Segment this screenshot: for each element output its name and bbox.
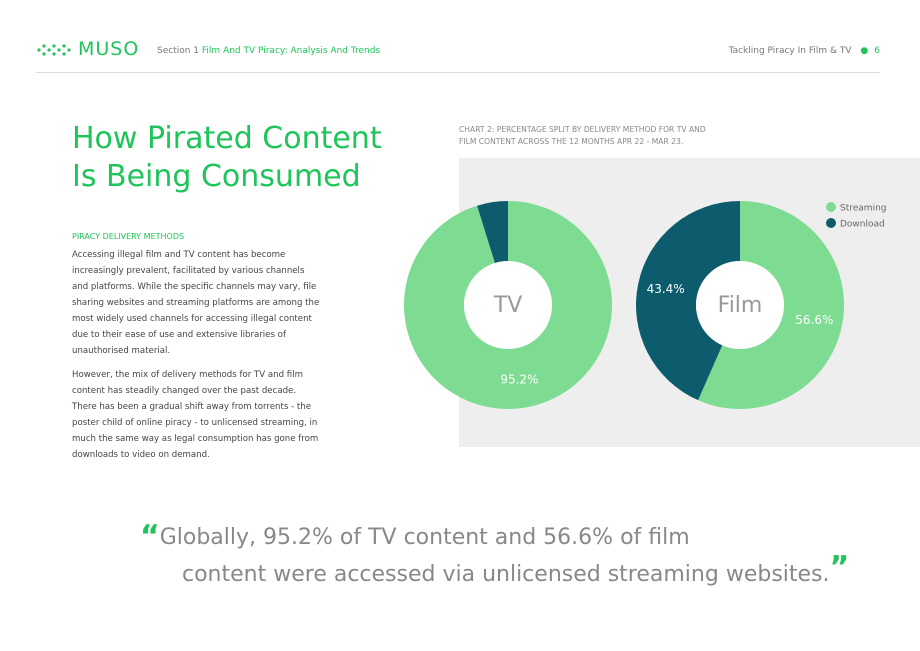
donut-slice [403, 201, 612, 409]
doc-title-text: Tackling Piracy In Film & TV [728, 46, 852, 56]
legend-label: Download [840, 220, 885, 230]
header-rule [36, 72, 880, 73]
logo: MUSO [78, 38, 140, 60]
heading-line: How Pirated Content [72, 121, 382, 156]
section-number: Section 1 [157, 46, 200, 56]
donut-slice [636, 201, 740, 401]
value-label: 95.2% [500, 373, 538, 387]
donut-hole [464, 261, 552, 349]
legend-label: Streaming [840, 204, 886, 214]
value-label: 56.6% [795, 313, 833, 327]
section-title: Film And TV Piracy: Analysis And Trends [201, 46, 381, 56]
legend-swatch [826, 202, 836, 212]
quote-line: Globally, 95.2% of TV content and 56.6% … [159, 525, 690, 550]
logo-icon [37, 44, 71, 56]
paragraph: However, the mix of delivery methods for… [72, 370, 319, 460]
legend-swatch [826, 218, 836, 228]
heading: How Pirated Content Is Being Consumed [72, 120, 382, 196]
page-number: 6 [874, 46, 880, 56]
quote-open: “ [140, 519, 160, 554]
value-label: 43.4% [647, 282, 685, 296]
caption-line: CHART 2: PERCENTAGE SPLIT BY DELIVERY ME… [459, 125, 706, 134]
chart-caption: CHART 2: PERCENTAGE SPLIT BY DELIVERY ME… [459, 124, 706, 148]
subheading: PIRACY DELIVERY METHODS [72, 232, 185, 241]
body: Accessing illegal film and TV content ha… [72, 247, 322, 463]
quote-close: ” [829, 550, 850, 585]
doc-title: Tackling Piracy In Film & TV ● 6 [728, 46, 880, 56]
donut-hole [696, 261, 784, 349]
donut-slice [477, 201, 508, 263]
section: Section 1 Film And TV Piracy: Analysis A… [157, 46, 380, 56]
donut-slice [698, 201, 844, 410]
donut-title: TV [493, 293, 523, 318]
caption-line: FILM CONTENT ACROSS THE 12 MONTHS APR 22… [459, 137, 684, 146]
quote: “Globally, 95.2% of TV content and 56.6%… [140, 522, 849, 590]
donut-title: Film [718, 293, 763, 318]
paragraph: Accessing illegal film and TV content ha… [72, 250, 320, 356]
heading-line: Is Being Consumed [72, 159, 361, 194]
quote-line: content were accessed via unlicensed str… [182, 562, 830, 587]
